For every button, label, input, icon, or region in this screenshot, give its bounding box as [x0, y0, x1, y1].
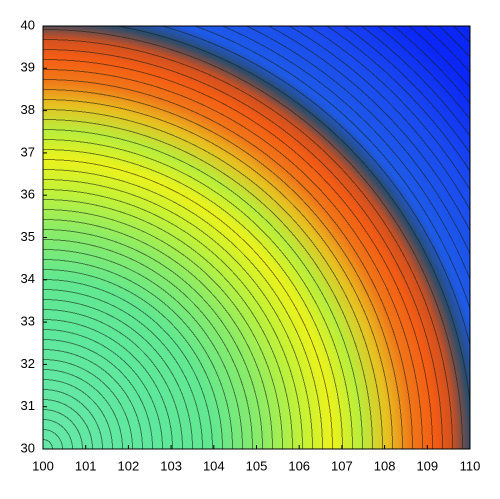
- y-tick-label: 39: [21, 60, 35, 75]
- y-tick-label: 32: [21, 356, 35, 371]
- contour-field: [43, 26, 470, 449]
- y-tick-label: 40: [21, 17, 35, 32]
- x-tick-label: 100: [32, 458, 54, 473]
- x-tick-label: 110: [460, 458, 481, 473]
- y-tick-label: 34: [21, 271, 35, 286]
- y-tick-label: 30: [21, 440, 35, 455]
- y-tick-label: 38: [21, 102, 35, 117]
- plot-frame: [42, 25, 471, 450]
- y-tick-label: 35: [21, 229, 35, 244]
- x-tick-label: 107: [331, 458, 353, 473]
- y-tick-label: 31: [21, 398, 35, 413]
- x-tick-label: 106: [288, 458, 310, 473]
- y-tick-label: 33: [21, 314, 35, 329]
- x-tick-label: 105: [246, 458, 268, 473]
- y-tick-label: 37: [21, 144, 35, 159]
- x-tick-label: 103: [160, 458, 182, 473]
- x-tick-label: 101: [75, 458, 97, 473]
- y-tick-label: 36: [21, 187, 35, 202]
- x-tick-label: 104: [203, 458, 225, 473]
- x-tick-label: 102: [118, 458, 140, 473]
- x-tick-label: 109: [416, 458, 438, 473]
- x-tick-label: 108: [374, 458, 396, 473]
